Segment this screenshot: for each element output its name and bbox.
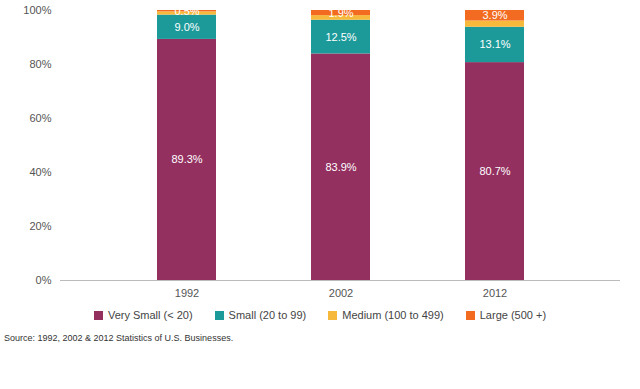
svg-text:40%: 40% <box>29 166 51 178</box>
svg-text:80.7%: 80.7% <box>479 165 510 177</box>
svg-text:0%: 0% <box>36 274 52 286</box>
html-text:Small (20 to 99): Small (20 to 99) <box>228 309 307 321</box>
svg-text:80%: 80% <box>29 58 51 70</box>
html-text:Medium (100 to 499): Medium (100 to 499) <box>342 309 444 321</box>
svg-text:13.1%: 13.1% <box>479 38 510 50</box>
svg-text:12.5%: 12.5% <box>325 31 356 43</box>
svg-text:2002: 2002 <box>329 287 353 299</box>
html-text:Source: 1992, 2002 & 2012 Stat: Source: 1992, 2002 & 2012 Statistics of … <box>4 333 234 343</box>
svg-text:1992: 1992 <box>175 287 199 299</box>
svg-text:20%: 20% <box>29 220 51 232</box>
svg-text:3.9%: 3.9% <box>482 9 507 21</box>
svg-text:9.0%: 9.0% <box>174 21 199 33</box>
svg-text:89.3%: 89.3% <box>171 153 202 165</box>
svg-text:83.9%: 83.9% <box>325 161 356 173</box>
html-text:Large (500 +): Large (500 +) <box>479 309 547 321</box>
svg-text:100%: 100% <box>23 4 51 16</box>
svg-text:2012: 2012 <box>483 287 507 299</box>
svg-text:1.9%: 1.9% <box>328 7 353 19</box>
svg-text:0.5%: 0.5% <box>174 5 199 17</box>
html-text:Very Small (< 20): Very Small (< 20) <box>107 309 193 321</box>
svg-text:60%: 60% <box>29 112 51 124</box>
